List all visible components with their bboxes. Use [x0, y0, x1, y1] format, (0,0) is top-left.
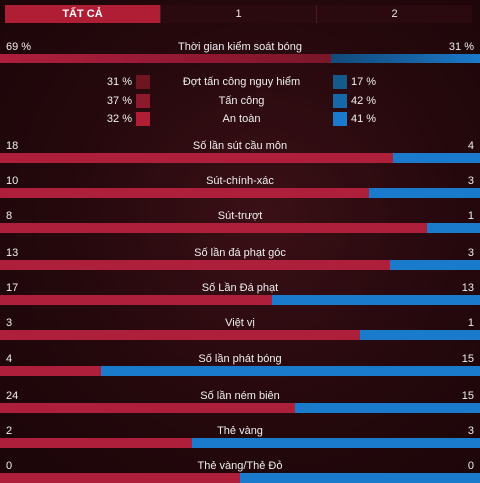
stat-home-value: 3 [6, 317, 13, 329]
stat-bar [0, 295, 480, 305]
stat-away-fill [295, 403, 480, 413]
stat-bar [0, 438, 480, 448]
stat-away-value: 3 [467, 247, 474, 259]
stat-label: Số lần phát bóng [198, 353, 282, 365]
home-color-swatch [136, 75, 150, 89]
attack-away-percent: 41 % [351, 113, 377, 125]
stat-label: Số lần sút cầu môn [192, 140, 288, 152]
stat-label: Số lần ném biên [200, 390, 280, 402]
away-color-swatch [333, 75, 347, 89]
stat-bar [0, 153, 480, 163]
stat-home-fill [0, 153, 393, 163]
stat-bar [0, 223, 480, 233]
possession-row: 69 % Thời gian kiểm soát bóng 31 % [0, 40, 480, 64]
stat-row: 17 Số Lần Đá phạt 13 [0, 281, 480, 305]
stat-away-fill [426, 223, 480, 233]
stat-home-value: 2 [6, 425, 13, 437]
away-color-swatch [333, 94, 347, 108]
stat-row: 3 Việt vị 1 [0, 316, 480, 340]
stat-row: 10 Sút-chính-xác 3 [0, 174, 480, 198]
stat-away-fill [192, 438, 480, 448]
stat-home-value: 24 [6, 390, 19, 402]
attack-away-percent: 42 % [351, 95, 377, 107]
stat-home-fill [0, 223, 427, 233]
stat-row: 24 Số lần ném biên 15 [0, 389, 480, 413]
stat-away-value: 15 [461, 353, 474, 365]
stat-home-fill [0, 366, 102, 376]
stat-home-value: 18 [6, 140, 19, 152]
stat-home-fill [0, 438, 192, 448]
stat-label: Số lần đá phạt góc [194, 247, 286, 259]
stat-home-fill [0, 295, 272, 305]
stat-bar [0, 403, 480, 413]
possession-label: Thời gian kiểm soát bóng [177, 41, 302, 53]
attack-label: Đợt tấn công nguy hiểm [182, 76, 301, 88]
stat-label: Việt vị [225, 317, 255, 329]
attack-away-percent: 17 % [351, 76, 377, 88]
stat-row: 4 Số lần phát bóng 15 [0, 352, 480, 376]
stat-home-value: 0 [6, 460, 13, 472]
tab-second-half[interactable]: 2 [391, 8, 398, 20]
stat-label: Sút-trượt [217, 210, 263, 222]
stat-bar [0, 330, 480, 340]
stat-away-value: 1 [467, 210, 474, 222]
stat-label: Số Lần Đá phạt [201, 282, 279, 294]
stat-home-fill [0, 403, 296, 413]
stat-away-fill [240, 473, 480, 483]
stat-home-fill [0, 260, 390, 270]
stat-home-fill [0, 330, 360, 340]
period-tabs: TẤT CẢ 1 2 [5, 5, 472, 23]
attack-row-dangerous: 31 % Đợt tấn công nguy hiểm 17 % [0, 74, 480, 90]
stat-home-value: 13 [6, 247, 19, 259]
stat-row: 8 Sút-trượt 1 [0, 209, 480, 233]
stat-row: 13 Số lần đá phạt góc 3 [0, 246, 480, 270]
home-color-swatch [136, 112, 150, 126]
tab-first-half[interactable]: 1 [161, 5, 317, 23]
stat-away-fill [369, 188, 480, 198]
stat-away-value: 1 [467, 317, 474, 329]
stat-bar [0, 260, 480, 270]
stat-bar [0, 366, 480, 376]
tab-all[interactable]: TẤT CẢ [5, 5, 161, 23]
stat-away-fill [272, 295, 480, 305]
stat-home-value: 10 [6, 175, 19, 187]
possession-home-fill [0, 54, 332, 63]
stat-away-value: 3 [467, 175, 474, 187]
stat-away-value: 15 [461, 390, 474, 402]
stat-bar [0, 473, 480, 483]
attack-home-percent: 32 % [106, 113, 132, 125]
attack-row-attack: 37 % Tấn công 42 % [0, 93, 480, 109]
stat-away-fill [101, 366, 480, 376]
stat-row: 0 Thẻ vàng/Thẻ Đỏ 0 [0, 459, 480, 483]
stat-away-value: 3 [467, 425, 474, 437]
stat-away-fill [360, 330, 480, 340]
stat-row: 2 Thẻ vàng 3 [0, 424, 480, 448]
possession-bar [0, 54, 480, 63]
stat-home-value: 4 [6, 353, 13, 365]
possession-away-fill [331, 54, 480, 63]
away-color-swatch [333, 112, 347, 126]
possession-home-value: 69 % [6, 41, 32, 53]
stat-row: 18 Số lần sút cầu môn 4 [0, 139, 480, 163]
possession-away-value: 31 % [448, 41, 474, 53]
attack-row-safe: 32 % An toàn 41 % [0, 111, 480, 127]
stat-label: Sút-chính-xác [206, 175, 274, 187]
stat-home-value: 8 [6, 210, 13, 222]
attack-label: Tấn công [218, 95, 265, 107]
stat-away-fill [392, 153, 480, 163]
attack-home-percent: 37 % [106, 95, 132, 107]
stat-home-fill [0, 473, 240, 483]
attack-label: An toàn [222, 113, 261, 125]
stat-bar [0, 188, 480, 198]
home-color-swatch [136, 94, 150, 108]
stat-away-value: 13 [461, 282, 474, 294]
stat-away-value: 4 [467, 140, 474, 152]
stat-home-fill [0, 188, 370, 198]
stat-home-value: 17 [6, 282, 19, 294]
attack-home-percent: 31 % [106, 76, 132, 88]
stat-label: Thẻ vàng/Thẻ Đỏ [197, 460, 283, 472]
stat-away-value: 0 [467, 460, 474, 472]
stat-label: Thẻ vàng [217, 425, 263, 437]
stat-away-fill [390, 260, 480, 270]
